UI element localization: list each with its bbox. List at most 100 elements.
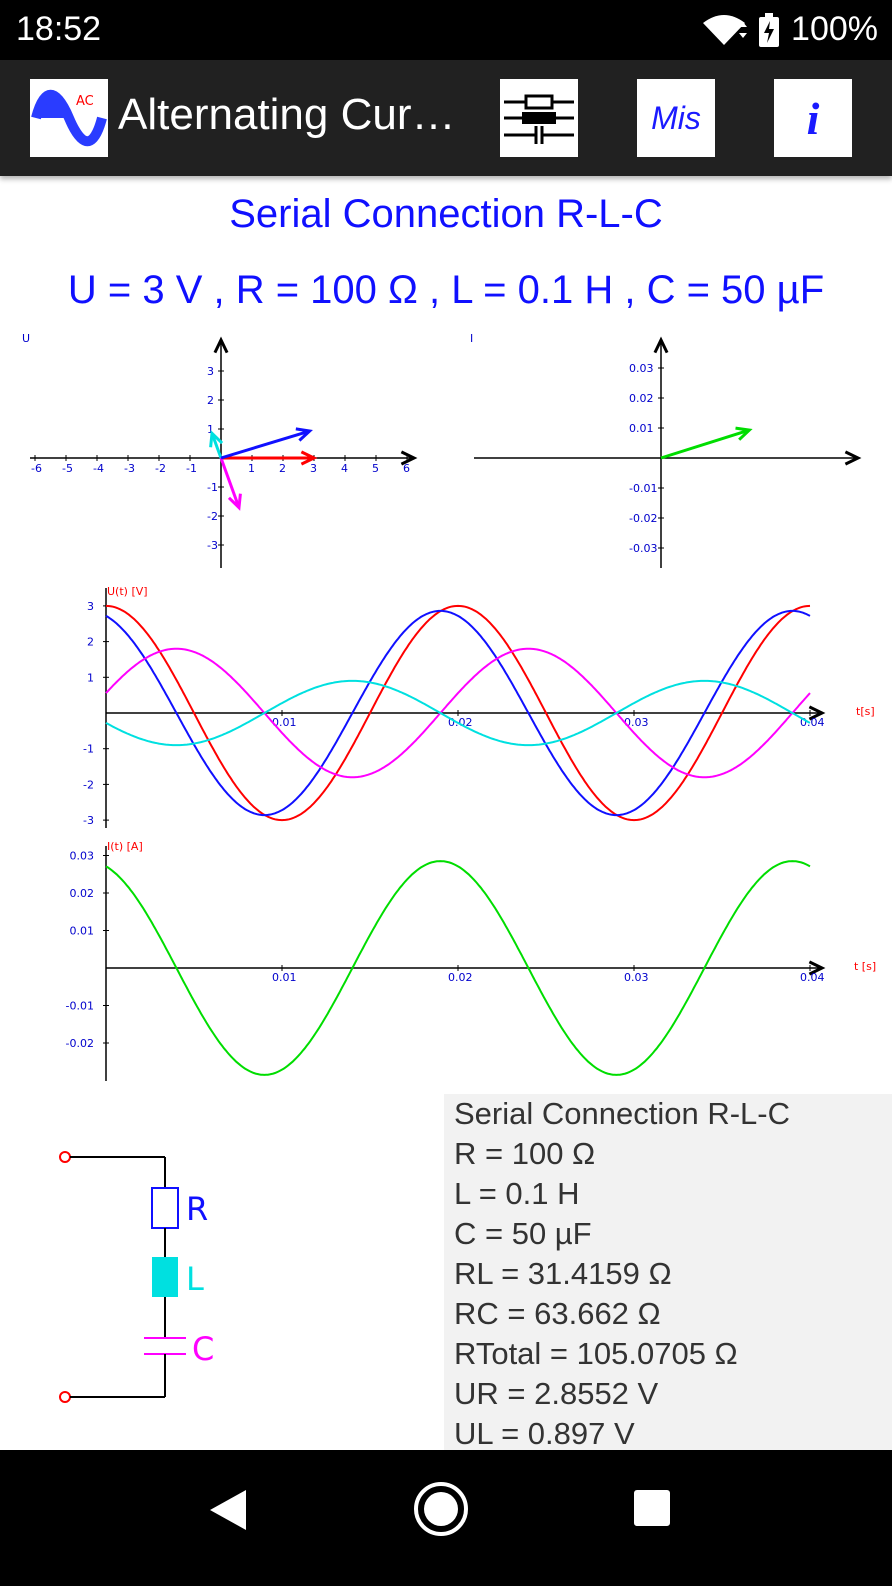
navigation-bar xyxy=(0,1450,892,1586)
parameter-summary: U = 3 V , R = 100 Ω , L = 0.1 H , C = 50… xyxy=(67,268,825,312)
y-tick-label: 0.03 xyxy=(70,850,95,863)
y-tick-label: 1 xyxy=(87,671,94,684)
status-time: 18:52 xyxy=(16,10,102,48)
series-line-1 xyxy=(105,609,811,817)
axis-label: I xyxy=(470,332,473,345)
info-line: RC = 63.662 Ω xyxy=(454,1296,661,1331)
y-tick-label: -3 xyxy=(207,539,218,552)
y-tick-label: 0.02 xyxy=(70,887,95,900)
x-axis-arrow xyxy=(808,705,826,721)
x-tick-label: 2 xyxy=(279,462,286,475)
y-tick-label: -3 xyxy=(83,814,94,827)
y-axis-title: U(t) [V] xyxy=(107,585,148,598)
phasor-u xyxy=(220,429,311,460)
back-icon[interactable] xyxy=(206,1488,250,1532)
y-tick-label: 0.02 xyxy=(629,392,654,405)
x-axis-arrow xyxy=(808,960,826,976)
series-line-0 xyxy=(105,860,811,1076)
info-line: RTotal = 105.0705 Ω xyxy=(454,1336,738,1371)
series-line-0 xyxy=(105,604,811,822)
x-tick-label: -2 xyxy=(155,462,166,475)
y-tick-label: -2 xyxy=(207,510,218,523)
axis-label: U xyxy=(22,332,30,345)
circuit-diagram: R L C xyxy=(59,1151,214,1403)
info-line: C = 50 µF xyxy=(454,1216,592,1251)
current-phasor-diagram: I 0.03 0.02 0.01 -0.01 -0.02 -0.03 xyxy=(470,332,862,568)
phasor-uc xyxy=(219,457,241,509)
y-tick-label: -0.03 xyxy=(629,542,657,555)
x-axis-title: t[s] xyxy=(856,705,875,718)
x-tick-label: 1 xyxy=(248,462,255,475)
info-icon: i xyxy=(806,92,820,144)
info-line: Serial Connection R-L-C xyxy=(454,1096,790,1131)
results-panel[interactable]: Serial Connection R-L-C R = 100 Ω L = 0.… xyxy=(444,1094,892,1454)
info-line: UR = 2.8552 V xyxy=(454,1376,659,1411)
inductor-symbol xyxy=(152,1257,178,1297)
current-time-chart: I(t) [A] t [s] 0.01 0.02 0.03 0.04 0.03 0.02 0.0… xyxy=(66,840,876,1081)
x-tick-label: 4 xyxy=(341,462,348,475)
x-tick-label: 3 xyxy=(310,462,317,475)
voltage-phasor-diagram: U -6 -5 -4 -3 -2 -1 1 2 3 4 5 6 3 2 1 -1 -2 -3 xyxy=(22,332,418,568)
app-logo-icon: AC xyxy=(30,79,108,157)
y-tick-label: 1 xyxy=(207,423,214,436)
info-line: R = 100 Ω xyxy=(454,1136,596,1171)
recents-icon[interactable] xyxy=(632,1488,672,1528)
y-tick-label: 0.01 xyxy=(70,925,95,938)
y-tick-label: -0.02 xyxy=(66,1037,94,1050)
phasor-uc-head xyxy=(227,493,242,511)
y-tick-label: -2 xyxy=(83,778,94,791)
x-tick-label: -3 xyxy=(124,462,135,475)
circuit-select-button[interactable] xyxy=(500,79,578,157)
x-axis-arrow xyxy=(400,450,418,466)
status-bar: 18:52 100% xyxy=(0,0,892,60)
battery-percent: 100% xyxy=(791,10,878,48)
mis-button[interactable]: Mis xyxy=(637,79,715,157)
x-tick-label: 0.03 xyxy=(624,971,649,984)
app-title: Alternating Cur… xyxy=(118,90,456,139)
info-line: RL = 31.4159 Ω xyxy=(454,1256,672,1291)
x-tick-label: 0.04 xyxy=(800,716,825,729)
inductor-label: L xyxy=(186,1260,204,1298)
info-line: L = 0.1 H xyxy=(454,1176,580,1211)
resistor-label: R xyxy=(186,1190,208,1228)
voltage-time-chart: U(t) [V] t[s] 0.01 0.02 0.03 0.04 3 2 1 -1 -2 -3 xyxy=(83,585,875,828)
phasor-i xyxy=(660,428,750,460)
x-tick-label: 0.02 xyxy=(448,716,473,729)
info-button[interactable]: i xyxy=(774,79,852,157)
input-terminal-top xyxy=(59,1151,71,1163)
y-tick-label: -0.01 xyxy=(629,482,657,495)
y-tick-label: -0.02 xyxy=(629,512,657,525)
x-tick-label: 0.01 xyxy=(272,716,297,729)
y-tick-label: 2 xyxy=(87,636,94,649)
series-line-2 xyxy=(105,647,811,779)
x-tick-label: 0.01 xyxy=(272,971,297,984)
logo-text: AC xyxy=(76,94,94,109)
input-terminal-bottom xyxy=(59,1391,71,1403)
y-tick-label: 2 xyxy=(207,394,214,407)
phasor-ul xyxy=(210,432,223,459)
phasor-ur-head xyxy=(300,450,318,466)
x-tick-label: -4 xyxy=(93,462,104,475)
y-tick-label: 0.03 xyxy=(629,362,654,375)
y-axis-arrow xyxy=(213,336,229,354)
y-tick-label: -1 xyxy=(83,743,94,756)
y-tick-label: -0.01 xyxy=(66,1000,94,1013)
x-tick-label: 6 xyxy=(403,462,410,475)
page-title: Serial Connection R-L-C xyxy=(229,192,663,236)
phasor-i-head xyxy=(735,426,753,441)
y-tick-label: 3 xyxy=(207,365,214,378)
phasor-ul-head xyxy=(209,430,224,448)
y-axis-title: I(t) [A] xyxy=(107,840,143,853)
series-line-3 xyxy=(105,679,811,747)
home-icon[interactable] xyxy=(412,1480,470,1538)
y-axis-arrow xyxy=(653,336,669,354)
phasor-u-head xyxy=(295,427,313,442)
y-tick-label: 3 xyxy=(87,600,94,613)
resistor-symbol xyxy=(151,1187,179,1229)
x-axis-title: t [s] xyxy=(854,960,876,973)
info-line: UL = 0.897 V xyxy=(454,1416,635,1451)
battery-charging-icon xyxy=(759,12,780,47)
y-tick-label: 0.01 xyxy=(629,422,654,435)
wifi-icon xyxy=(703,14,748,45)
x-tick-label: 0.02 xyxy=(448,971,473,984)
